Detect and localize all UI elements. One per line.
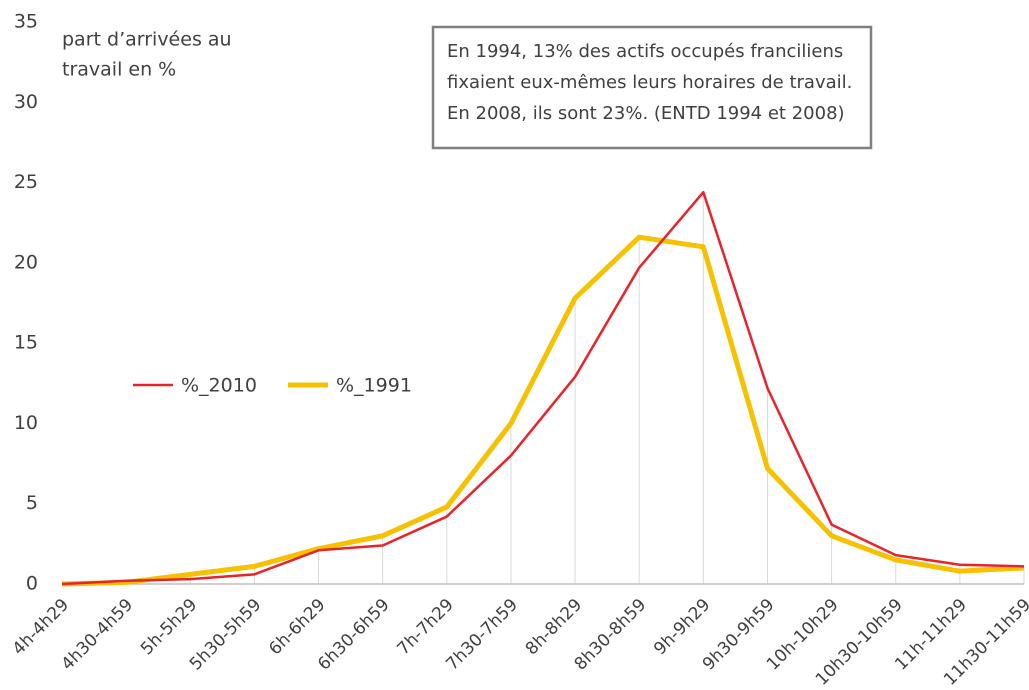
annotation-box [431, 25, 873, 150]
y-tick-label: 35 [14, 11, 38, 33]
series-line [61, 190, 1025, 586]
x-tick-label: 9h-9h29 [650, 595, 714, 659]
x-tick-label: 6h-6h29 [265, 595, 329, 659]
x-tick-label: 5h-5h29 [137, 595, 201, 659]
y-axis-label: travail en % [62, 59, 176, 81]
y-tick-label: 10 [14, 412, 38, 434]
y-tick-label: 15 [14, 332, 38, 354]
x-tick-label: 4h-4h29 [9, 595, 73, 659]
legend-label: %_1991 [336, 375, 412, 397]
y-tick-label: 25 [14, 171, 38, 193]
annotation-line: fixaient eux-mêmes leurs horaires de tra… [447, 72, 852, 93]
y-tick-label: 5 [26, 492, 38, 514]
y-tick-label: 30 [14, 91, 38, 113]
x-tick-label: 7h-7h29 [394, 595, 458, 659]
series-line [61, 234, 1025, 587]
annotation-line: En 1994, 13% des actifs occupés francili… [447, 41, 843, 62]
legend-label: %_2010 [181, 375, 257, 397]
y-axis-label: part d’arrivées au [62, 29, 232, 51]
annotation: En 1994, 13% des actifs occupés francili… [431, 25, 873, 150]
annotation-line: En 2008, ils sont 23%. (ENTD 1994 et 200… [447, 103, 845, 124]
y-tick-label: 0 [26, 573, 38, 595]
x-tick-label: 8h-8h29 [522, 595, 586, 659]
y-tick-label: 20 [14, 251, 38, 273]
